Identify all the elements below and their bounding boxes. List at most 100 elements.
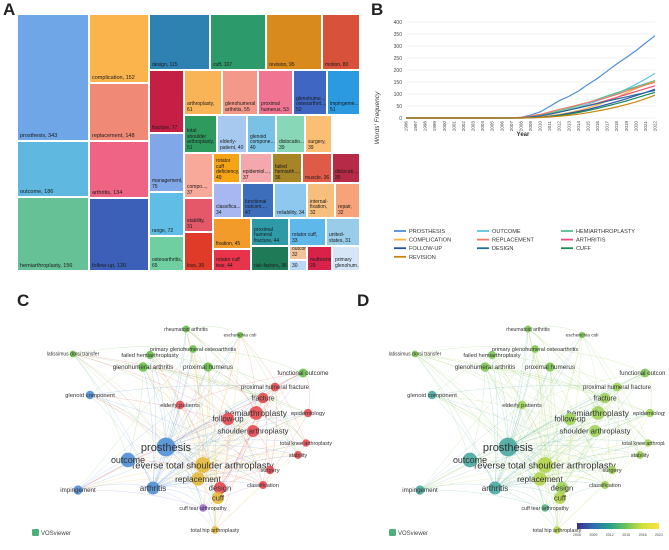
treemap-tile: primary glenohum...: [332, 246, 360, 271]
legend-label: PROSTHESIS: [409, 229, 445, 235]
network-edge: [77, 397, 264, 491]
treemap-tile-label: design, 115: [152, 61, 178, 68]
network-node-label: proximal humerus: [525, 364, 575, 371]
network-edge: [197, 454, 299, 480]
network-edge: [142, 366, 199, 480]
network-edge: [152, 334, 241, 489]
treemap-tile-label: reliability, 34: [277, 209, 305, 216]
x-tick-label: 1998: [423, 121, 428, 132]
network-edge: [72, 353, 129, 461]
network-edge: [484, 366, 496, 489]
network-edge: [507, 366, 551, 448]
treemap-tile: dislocati..., 35: [332, 153, 360, 183]
network-edge: [152, 348, 194, 489]
network-edge: [494, 454, 641, 489]
legend-label: ARTHRITIS: [576, 238, 606, 244]
network-edge: [152, 418, 229, 489]
network-edge: [149, 354, 221, 489]
treemap-tile: rotator cuff deficiency, 49: [213, 153, 240, 183]
network-node-label: functional outcome: [619, 370, 665, 377]
treemap-tile: arthroplasty, 61: [184, 70, 222, 115]
treemap-tile-label: fixation, 45: [216, 240, 241, 247]
treemap-tile: rotator cuff, 33: [289, 218, 326, 246]
network-edge: [507, 446, 613, 471]
network-edge: [89, 394, 199, 480]
x-tick-label: 2001: [451, 121, 456, 132]
network-node-label: proximal humeral fracture: [241, 385, 310, 391]
line-chart: 0 50 100 150 200 250 300 350 400 1996 1997 1998 1999…: [374, 20, 658, 261]
y-tick-label: 400: [394, 20, 403, 26]
network-node: [563, 412, 577, 426]
treemap-tile-label: classifica..., 34: [216, 204, 242, 216]
treemap-tile-label: displac... fracture, 30: [292, 260, 307, 269]
network-node: [555, 481, 569, 495]
treemap-tile-label: loss, 30: [187, 262, 205, 269]
vosviewer-logo-text: VOSviewer: [41, 531, 71, 537]
treemap-tile: rotator cuff tear, 44: [213, 249, 251, 271]
treemap-tile-label: revision, 95: [269, 61, 295, 68]
network-edge: [72, 353, 154, 489]
network-node-label: elderly patients: [160, 403, 200, 409]
network-edge: [152, 481, 264, 489]
network-edge: [262, 412, 309, 486]
x-tick-label: 1996: [404, 121, 409, 132]
x-tick-label: 2000: [442, 121, 447, 132]
treemap-tile-label: rotator cuff deficiency, 49: [216, 158, 240, 181]
network-edge: [544, 386, 618, 466]
network-node-label: shoulder arthroplasty: [218, 427, 289, 436]
network-edge: [549, 366, 641, 456]
network-edge: [72, 353, 199, 480]
legend-label: REPLACEMENT: [492, 238, 535, 244]
x-tick-label: 2006: [499, 121, 504, 132]
series-line: [406, 72, 656, 119]
network-edge: [89, 354, 151, 396]
network-edge: [165, 348, 194, 448]
network-node-label: total hip arthroplasty: [191, 528, 240, 534]
network-node-label: classification: [589, 483, 621, 489]
network-node: [517, 400, 527, 410]
series-line: [406, 94, 656, 119]
network-edge: [507, 445, 641, 456]
treemap-tile-label: fracture, 77: [152, 124, 178, 131]
network-node: [246, 424, 260, 438]
network-node: [488, 481, 502, 495]
network-edge: [419, 464, 546, 491]
network-edge: [179, 404, 264, 486]
network-node: [236, 331, 244, 339]
x-tick-label: 2011: [547, 121, 552, 131]
network-node-label: total knee arthroplasty: [622, 441, 665, 447]
network-edge: [431, 394, 563, 489]
network-edge: [549, 366, 559, 531]
network-edge: [89, 394, 221, 489]
treemap-tile-label: proximal humeral fracture, 44: [254, 226, 280, 244]
network-edge: [89, 394, 167, 448]
treemap-tile-label: outcome, 186: [20, 188, 54, 195]
network-node-label: glenoid component: [407, 393, 457, 399]
network-edge: [507, 397, 606, 448]
treemap-tile-label: united-states, 31: [329, 232, 351, 244]
network-edge: [581, 334, 599, 414]
network-edge: [556, 412, 599, 531]
treemap-tile-label: arthroplasty, 61: [187, 101, 215, 113]
legend-label: COMPLICATION: [409, 238, 451, 244]
treemap-tile: range, 72: [149, 192, 184, 236]
network-edge: [165, 446, 264, 486]
network-edge: [202, 484, 264, 509]
network-edge: [491, 354, 498, 489]
network-node-label: cuff: [554, 494, 567, 503]
network-node-label: follow-up: [212, 415, 244, 424]
network-edge: [262, 397, 268, 486]
network-edge: [202, 442, 307, 466]
network-edge: [494, 366, 551, 489]
x-tick-label: 2008: [518, 121, 523, 132]
treemap-tile: risk-factors, 38: [251, 246, 289, 271]
network-node: [591, 406, 605, 420]
treemap-tile-label: primary glenohum...: [335, 257, 360, 269]
network-node-label: reverse total shoulder arthroplasty: [474, 459, 616, 470]
network-edge: [414, 353, 546, 509]
network-edge: [302, 372, 311, 414]
network-edge: [202, 453, 299, 466]
network-edge: [507, 372, 646, 448]
treemap-tile: internal-fixation, 32: [307, 183, 335, 218]
network-node-label: reverse total shoulder arthroplasty: [132, 459, 274, 470]
